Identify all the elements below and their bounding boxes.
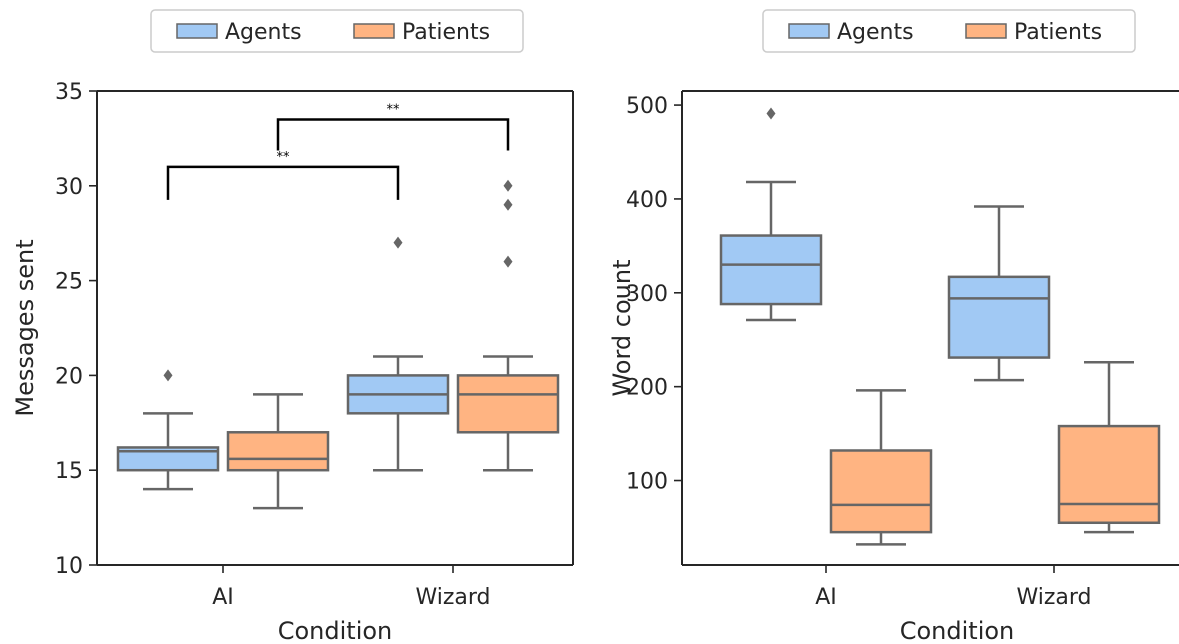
x-axis-label: Condition — [900, 617, 1015, 644]
outlier-marker — [503, 179, 513, 192]
y-tick-label: 500 — [626, 94, 668, 119]
outlier-marker — [503, 198, 513, 211]
box-body — [456, 374, 560, 434]
y-tick-label: 400 — [626, 188, 668, 213]
legend-label-agents: Agents — [225, 20, 302, 45]
significance-label: ** — [277, 150, 291, 165]
y-tick-label: 15 — [55, 459, 83, 484]
box-patients-wizard — [1057, 361, 1161, 534]
box-body — [829, 449, 933, 534]
outlier-marker — [163, 369, 173, 382]
x-axis-label: Condition — [278, 617, 393, 644]
box-body — [719, 234, 823, 306]
box-patients-ai — [226, 393, 330, 510]
y-tick-label: 300 — [626, 282, 668, 307]
x-tick-label: Wizard — [1016, 585, 1091, 610]
legend-label-patients: Patients — [1014, 20, 1102, 45]
y-tick-label: 200 — [626, 376, 668, 401]
y-axis-label: Messages sent — [11, 239, 39, 416]
significance-bracket — [276, 118, 510, 151]
y-tick-label: 20 — [55, 364, 83, 389]
box-patients-ai — [829, 389, 933, 546]
chart-panel-1: ** ** 10 15 20 25 30 35 AI Wizard Condition Message… — [11, 9, 574, 644]
box-body — [1057, 424, 1161, 525]
y-tick-label: 30 — [55, 175, 83, 200]
box-patients-wizard — [456, 179, 560, 472]
y-axis-label: Word count — [608, 259, 636, 396]
outlier-marker — [503, 255, 513, 268]
y-tick-label: 35 — [55, 80, 83, 105]
legend-swatch-agents — [788, 23, 830, 39]
legend: Agents Patients — [762, 9, 1136, 53]
significance-bracket — [166, 165, 400, 200]
box-body — [226, 431, 330, 472]
y-tick-label: 10 — [55, 554, 83, 579]
y-tick-label: 100 — [626, 470, 668, 495]
x-tick-label: Wizard — [415, 585, 490, 610]
legend-frame — [150, 9, 524, 53]
legend-swatch-agents — [176, 23, 218, 39]
legend: Agents Patients — [150, 9, 524, 53]
legend-swatch-patients — [353, 23, 395, 39]
box-agents-wizard — [346, 236, 450, 472]
outlier-marker — [766, 107, 776, 120]
box-body — [116, 446, 220, 472]
legend-label-patients: Patients — [402, 20, 490, 45]
box-agents-ai — [719, 107, 823, 322]
outlier-marker — [393, 236, 403, 249]
y-tick-label: 25 — [55, 270, 83, 295]
legend-swatch-patients — [965, 23, 1007, 39]
legend-label-agents: Agents — [837, 20, 914, 45]
x-tick-label: AI — [212, 585, 234, 610]
box-body — [947, 275, 1051, 359]
legend-frame — [762, 9, 1136, 53]
significance-label: ** — [387, 102, 401, 117]
box-agents-ai — [116, 369, 220, 491]
box-agents-wizard — [947, 205, 1051, 382]
x-tick-label: AI — [815, 585, 837, 610]
